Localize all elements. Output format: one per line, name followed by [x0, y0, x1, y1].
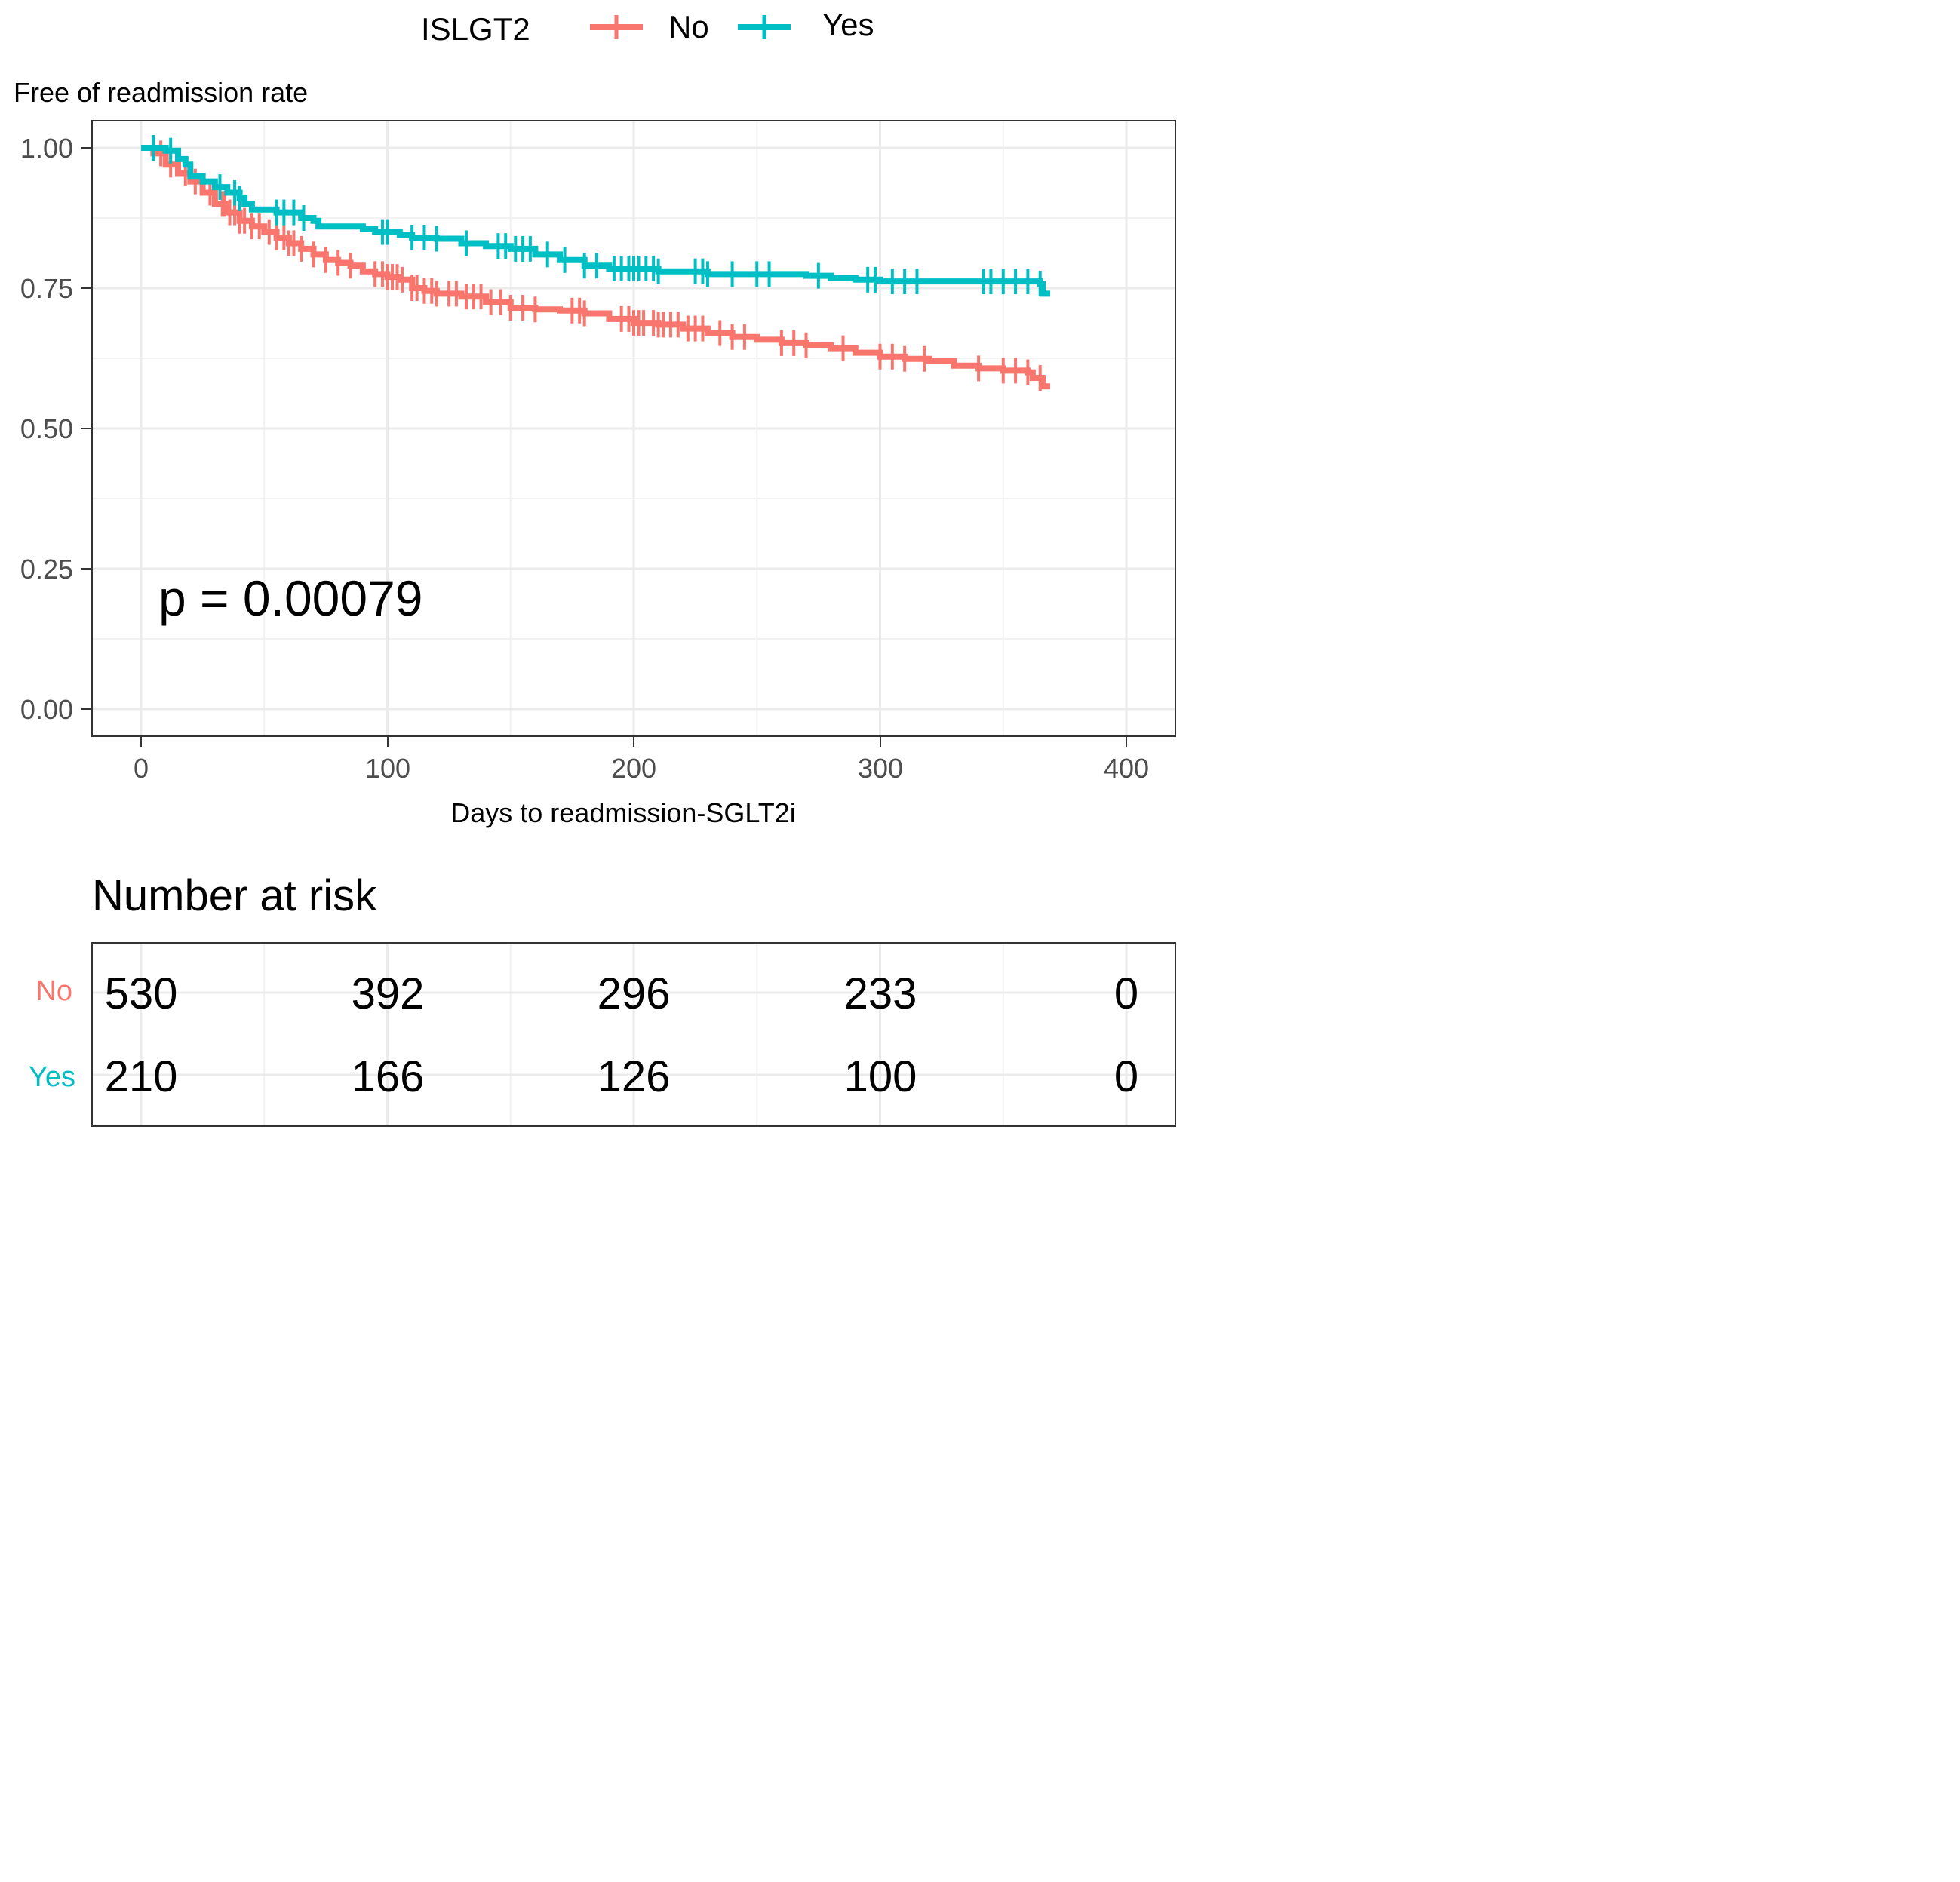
x-tick-label: 100	[365, 753, 410, 784]
legend-entry-yes: Yes	[738, 7, 874, 42]
risk-row-label-no: No	[35, 975, 72, 1007]
risk-table-border	[91, 942, 1176, 1127]
legend: ISLGT2 No Yes	[421, 7, 874, 47]
y-tick-label: 0.75	[20, 273, 73, 304]
risk-count-yes: 0	[1114, 1052, 1138, 1101]
x-axis-title: Days to readmission-SGLT2i	[450, 797, 796, 828]
survival-curve-yes	[141, 145, 1050, 297]
y-tick-label: 0.50	[20, 413, 73, 444]
grid-major	[92, 121, 1175, 736]
y-tick-label: 1.00	[20, 133, 73, 164]
x-tick-label: 300	[858, 753, 903, 784]
legend-title: ISLGT2	[421, 11, 530, 47]
risk-count-yes: 126	[598, 1052, 671, 1101]
risk-count-no: 0	[1114, 969, 1138, 1018]
risk-count-yes: 166	[352, 1052, 425, 1101]
risk-table-grid	[92, 943, 1175, 1126]
x-axis: 0 100 200 300 400	[134, 736, 1149, 784]
p-value-annotation: p = 0.00079	[158, 570, 423, 626]
legend-label-no: No	[668, 9, 709, 45]
y-tick-label: 0.25	[20, 554, 73, 585]
risk-count-yes: 100	[844, 1052, 917, 1101]
risk-count-no: 296	[598, 969, 671, 1018]
x-tick-label: 0	[134, 753, 149, 784]
y-axis: 1.00 0.75 0.50 0.25 0.00	[20, 133, 92, 725]
plot-panel: p = 0.00079	[91, 120, 1176, 737]
x-tick-label: 200	[611, 753, 656, 784]
risk-count-no: 392	[352, 969, 425, 1018]
figure: ISLGT2 No Yes Free of readmission rate p…	[14, 7, 1176, 1127]
y-tick-label: 0.00	[20, 694, 73, 725]
risk-count-no: 530	[105, 969, 178, 1018]
survival-curves	[141, 135, 1050, 391]
y-axis-title: Free of readmission rate	[14, 77, 308, 108]
legend-entry-no: No	[590, 9, 709, 45]
risk-count-yes: 210	[105, 1052, 178, 1101]
risk-table: Number at risk No Yes 530 392 296 233 0 …	[29, 871, 1176, 1127]
legend-label-yes: Yes	[822, 7, 874, 42]
risk-row-label-yes: Yes	[29, 1061, 75, 1093]
x-tick-label: 400	[1104, 753, 1149, 784]
risk-count-no: 233	[844, 969, 917, 1018]
risk-table-title: Number at risk	[92, 871, 377, 920]
